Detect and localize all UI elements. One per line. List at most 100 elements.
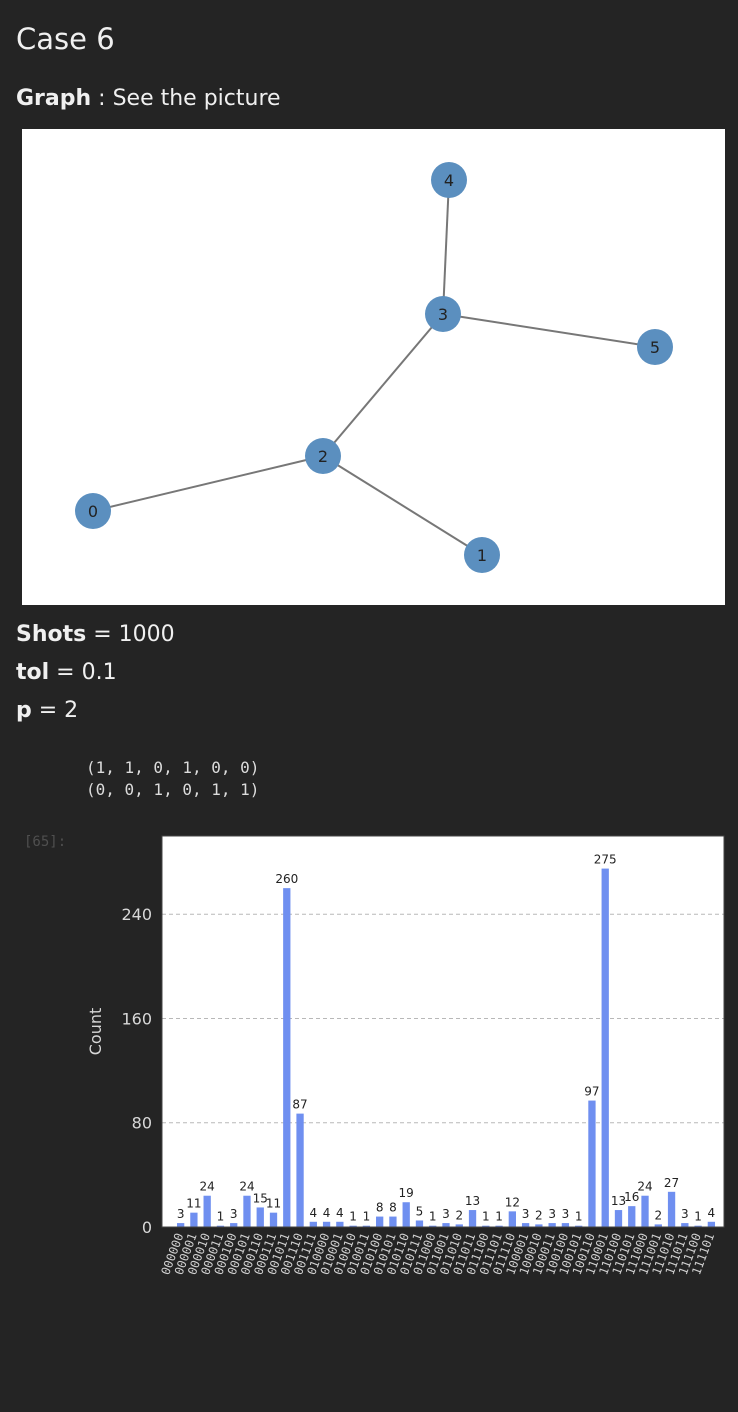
plot-area (162, 836, 724, 1227)
bar (283, 888, 291, 1227)
graph-line: Graph : See the picture (16, 86, 281, 111)
bar (482, 1225, 490, 1227)
bar (535, 1224, 543, 1227)
tol-line: tol = 0.1 (16, 660, 117, 685)
node-label: 0 (88, 502, 98, 521)
output-line: (0, 0, 1, 0, 1, 1) (86, 780, 260, 799)
graph-node-5: 5 (637, 329, 673, 365)
graph-node-4: 4 (431, 162, 467, 198)
bar (641, 1195, 649, 1227)
plot-frame (161, 835, 725, 1228)
graph-svg: 0 1 2 3 4 5 (75, 162, 673, 573)
node-circle (431, 162, 467, 198)
bar (296, 1113, 304, 1227)
bar (190, 1212, 198, 1227)
histogram-chart: 080160240Count30000001100000124000010100… (86, 835, 725, 1277)
cell-output: (1, 1, 0, 1, 0, 0) (0, 0, 1, 0, 1, 1) (86, 757, 259, 801)
bar-value-label: 2 (535, 1208, 543, 1222)
graph-figure: 0 1 2 3 4 5 (22, 129, 725, 605)
node-label: 3 (438, 305, 448, 324)
y-tick-label: 80 (132, 1114, 152, 1133)
bar-value-label: 8 (376, 1201, 384, 1215)
bar-value-label: 4 (708, 1206, 716, 1220)
bar (628, 1206, 636, 1227)
page-heading: Case 6 (16, 22, 115, 56)
bar-value-label: 260 (275, 872, 298, 886)
bar-value-label: 4 (323, 1206, 331, 1220)
bar (455, 1224, 463, 1227)
output-line: (1, 1, 0, 1, 0, 0) (86, 758, 260, 777)
bar-value-label: 1 (575, 1210, 583, 1224)
graph-edge (92, 455, 324, 512)
bar-value-label: 27 (664, 1176, 679, 1190)
bar-value-label: 24 (239, 1180, 254, 1194)
node-circle (305, 438, 341, 474)
bar (667, 1191, 676, 1227)
bar (322, 1221, 331, 1227)
bar-value-label: 8 (389, 1201, 397, 1215)
y-axis-label: Count (86, 1008, 105, 1056)
y-tick-label: 0 (142, 1218, 152, 1237)
bar-value-label: 87 (292, 1098, 307, 1112)
graph-edge (442, 313, 656, 348)
node-label: 4 (444, 171, 454, 190)
graph-node-2: 2 (305, 438, 341, 474)
bar (654, 1224, 662, 1227)
node-circle (425, 296, 461, 332)
graph-node-3: 3 (425, 296, 461, 332)
bar (508, 1211, 516, 1227)
bar-value-label: 15 (253, 1191, 268, 1205)
shots-line: Shots = 1000 (16, 622, 175, 647)
bar-value-label: 3 (230, 1207, 238, 1221)
node-circle (637, 329, 673, 365)
bar-value-label: 13 (465, 1194, 480, 1208)
shots-label: Shots (16, 622, 87, 647)
cell-prompt: [65]: (24, 834, 67, 850)
bar (588, 1100, 596, 1227)
bar (548, 1223, 556, 1227)
graph-edge (322, 313, 444, 457)
bar (362, 1225, 371, 1227)
bar-value-label: 1 (482, 1210, 490, 1224)
p-value: = 2 (31, 698, 79, 723)
graph-edges (92, 179, 656, 556)
node-circle (75, 493, 111, 529)
bar-value-label: 2 (654, 1208, 662, 1222)
bar-value-label: 1 (363, 1210, 371, 1224)
bar (495, 1225, 503, 1227)
bar-value-label: 2 (455, 1208, 463, 1222)
bar-value-label: 97 (584, 1085, 599, 1099)
bar (468, 1210, 477, 1227)
bar-value-label: 19 (399, 1186, 414, 1200)
bar-value-label: 1 (694, 1210, 702, 1224)
bar (561, 1223, 570, 1227)
bar (336, 1221, 344, 1227)
bar (415, 1220, 424, 1227)
y-tick-label: 240 (121, 905, 152, 924)
bar (575, 1225, 583, 1227)
p-line: p = 2 (16, 698, 78, 723)
tol-label: tol (16, 660, 50, 685)
bar-value-label: 24 (637, 1180, 652, 1194)
graph-node-1: 1 (464, 537, 500, 573)
bar (216, 1225, 225, 1227)
bar (230, 1223, 238, 1227)
bar (243, 1195, 251, 1227)
bar-value-label: 13 (611, 1194, 626, 1208)
tol-value: = 0.1 (49, 660, 117, 685)
bar (707, 1221, 716, 1227)
bar (349, 1225, 357, 1227)
bar-value-label: 24 (200, 1180, 215, 1194)
y-tick-label: 160 (121, 1009, 152, 1028)
p-label: p (16, 698, 32, 723)
bar-value-label: 3 (177, 1207, 185, 1221)
graph-description: : See the picture (91, 86, 281, 111)
bar (176, 1223, 185, 1227)
bar (256, 1207, 264, 1227)
bar-value-label: 4 (309, 1206, 317, 1220)
graph-nodes: 0 1 2 3 4 5 (75, 162, 673, 573)
shots-value: = 1000 (86, 622, 175, 647)
graph-edge (442, 179, 450, 315)
bar (442, 1223, 450, 1227)
bar (309, 1221, 317, 1227)
